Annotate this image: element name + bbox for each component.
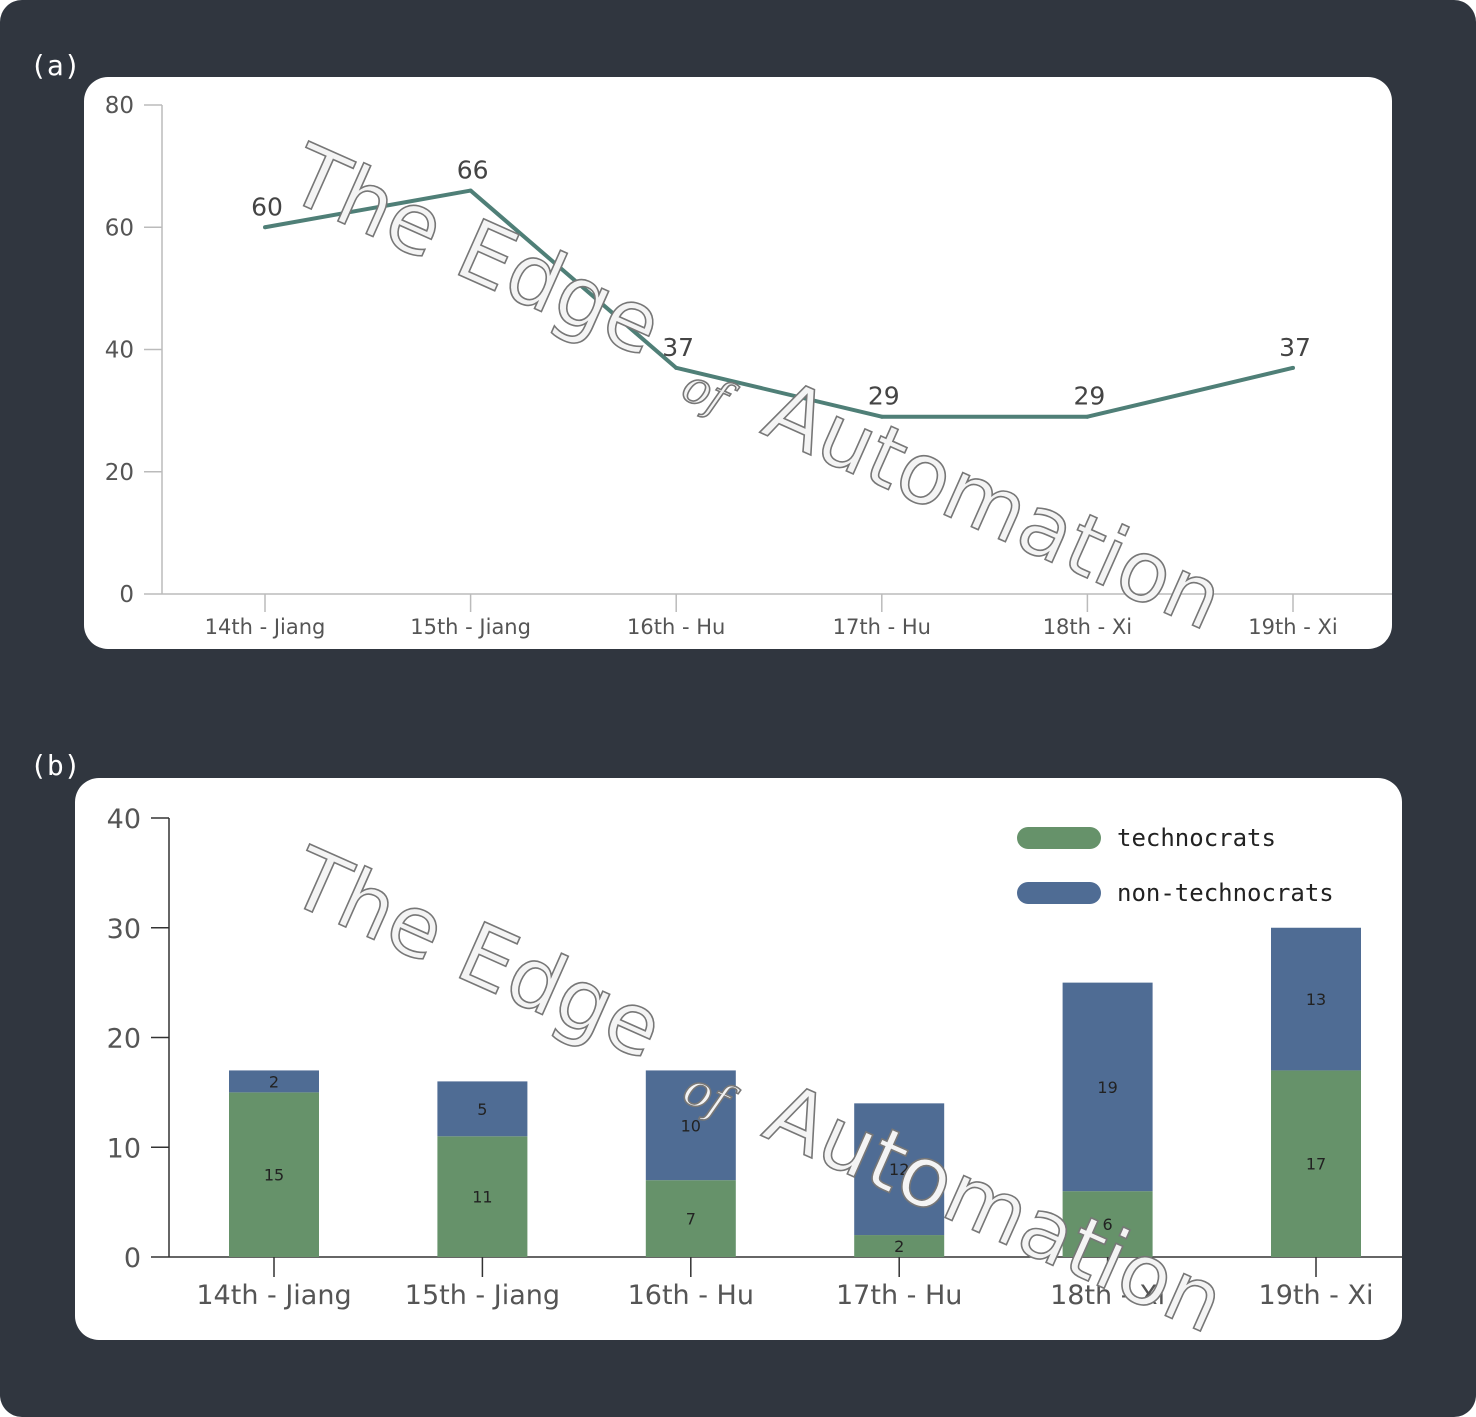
- bar-technocrats: [437, 1136, 528, 1257]
- line-point: [1291, 365, 1295, 370]
- y-tick-label: 40: [105, 338, 134, 364]
- bar-value-label: 10: [681, 1116, 701, 1135]
- bar-technocrats: [1271, 1070, 1361, 1257]
- y-tick-label: 60: [105, 215, 134, 241]
- bar-non-technocrats: [854, 1103, 945, 1236]
- bar-value-label: 2: [269, 1072, 279, 1091]
- watermark-text-edge: The Edge: [276, 828, 677, 1078]
- bar-value-label: 19: [1097, 1078, 1117, 1097]
- panel-a-label: (a): [30, 49, 81, 82]
- line-data-label: 60: [251, 192, 283, 221]
- line-chart-card: 0 20 40 60 80 14th - Jiang 15th - Jiang 16th - …: [84, 77, 1392, 649]
- bar-value-label: 13: [1306, 990, 1326, 1009]
- legend-label-technocrats: technocrats: [1117, 824, 1276, 852]
- legend: technocrats non-technocrats: [1017, 824, 1334, 907]
- y-tick-label: 80: [105, 93, 134, 119]
- x-tick-label: 18th - Xi: [1050, 1280, 1165, 1311]
- bar-non-technocrats: [229, 1070, 319, 1093]
- line-data-label: 29: [868, 382, 900, 411]
- line-series: [264, 188, 1294, 419]
- line-point: [674, 365, 679, 370]
- watermark-text-automation: Automation: [751, 361, 1238, 649]
- stacked-bar-chart: 0 10 20 30 40 14th - Jiang 15th - Jiang 16th - …: [107, 804, 1402, 1340]
- x-tick-label: 19th - Xi: [1248, 615, 1337, 639]
- bar-value-label: 12: [889, 1160, 909, 1179]
- bar-technocrats: [1062, 1191, 1153, 1257]
- bar-value-label: 7: [686, 1210, 696, 1229]
- bar-value-label: 5: [477, 1100, 487, 1119]
- bar-value-label: 6: [1103, 1215, 1113, 1234]
- bar-non-technocrats: [437, 1081, 528, 1137]
- x-tick-label: 16th - Hu: [627, 615, 725, 639]
- bar-value-label: 11: [472, 1188, 492, 1207]
- bar-non-technocrats: [645, 1070, 736, 1181]
- legend-label-non-technocrats: non-technocrats: [1117, 879, 1334, 907]
- bar-non-technocrats: [1271, 927, 1361, 1071]
- bar-value-label: 17: [1306, 1155, 1326, 1174]
- y-tick-label: 0: [119, 582, 134, 608]
- x-tick-label: 14th - Jiang: [205, 615, 326, 639]
- line-point: [879, 414, 884, 419]
- y-tick-label: 20: [105, 460, 134, 486]
- watermark-text-automation: Automation: [752, 1064, 1239, 1340]
- bar-non-technocrats: [1062, 982, 1153, 1192]
- line-data-label: 37: [1279, 333, 1311, 362]
- x-tick-label: 17th - Hu: [836, 1280, 962, 1311]
- x-tick-label: 19th - Xi: [1259, 1280, 1374, 1311]
- bar-value-label: 15: [264, 1166, 284, 1185]
- x-tick-label: 17th - Hu: [833, 615, 931, 639]
- line-data-label: 29: [1073, 382, 1105, 411]
- bar-technocrats: [854, 1235, 945, 1257]
- x-tick-label: 16th - Hu: [628, 1280, 754, 1311]
- panel-b-label: (b): [30, 749, 81, 782]
- line-data-label: 66: [457, 156, 489, 185]
- x-tick-label: 14th - Jiang: [196, 1280, 351, 1311]
- y-tick-label: 20: [107, 1024, 141, 1055]
- x-tick-label: 15th - Jiang: [405, 1280, 560, 1311]
- line-point: [468, 188, 473, 193]
- x-tick-label: 18th - Xi: [1043, 615, 1132, 639]
- bar-technocrats: [645, 1180, 736, 1257]
- bar-technocrats: [229, 1092, 319, 1257]
- x-tick-label: 15th - Jiang: [410, 615, 531, 639]
- line-point: [263, 225, 267, 230]
- line-data-label: 37: [662, 333, 694, 362]
- bar-value-label: 2: [894, 1237, 904, 1256]
- y-tick-label: 0: [124, 1243, 141, 1274]
- legend-swatch-technocrats: [1017, 827, 1101, 849]
- line-point: [1085, 414, 1090, 419]
- line-chart: 0 20 40 60 80 14th - Jiang 15th - Jiang 16th - …: [105, 93, 1392, 649]
- bar-chart-card: 0 10 20 30 40 14th - Jiang 15th - Jiang 16th - …: [75, 778, 1402, 1340]
- y-tick-label: 10: [107, 1133, 141, 1164]
- y-tick-label: 40: [107, 804, 141, 835]
- y-tick-label: 30: [107, 914, 141, 945]
- legend-swatch-non-technocrats: [1017, 882, 1101, 904]
